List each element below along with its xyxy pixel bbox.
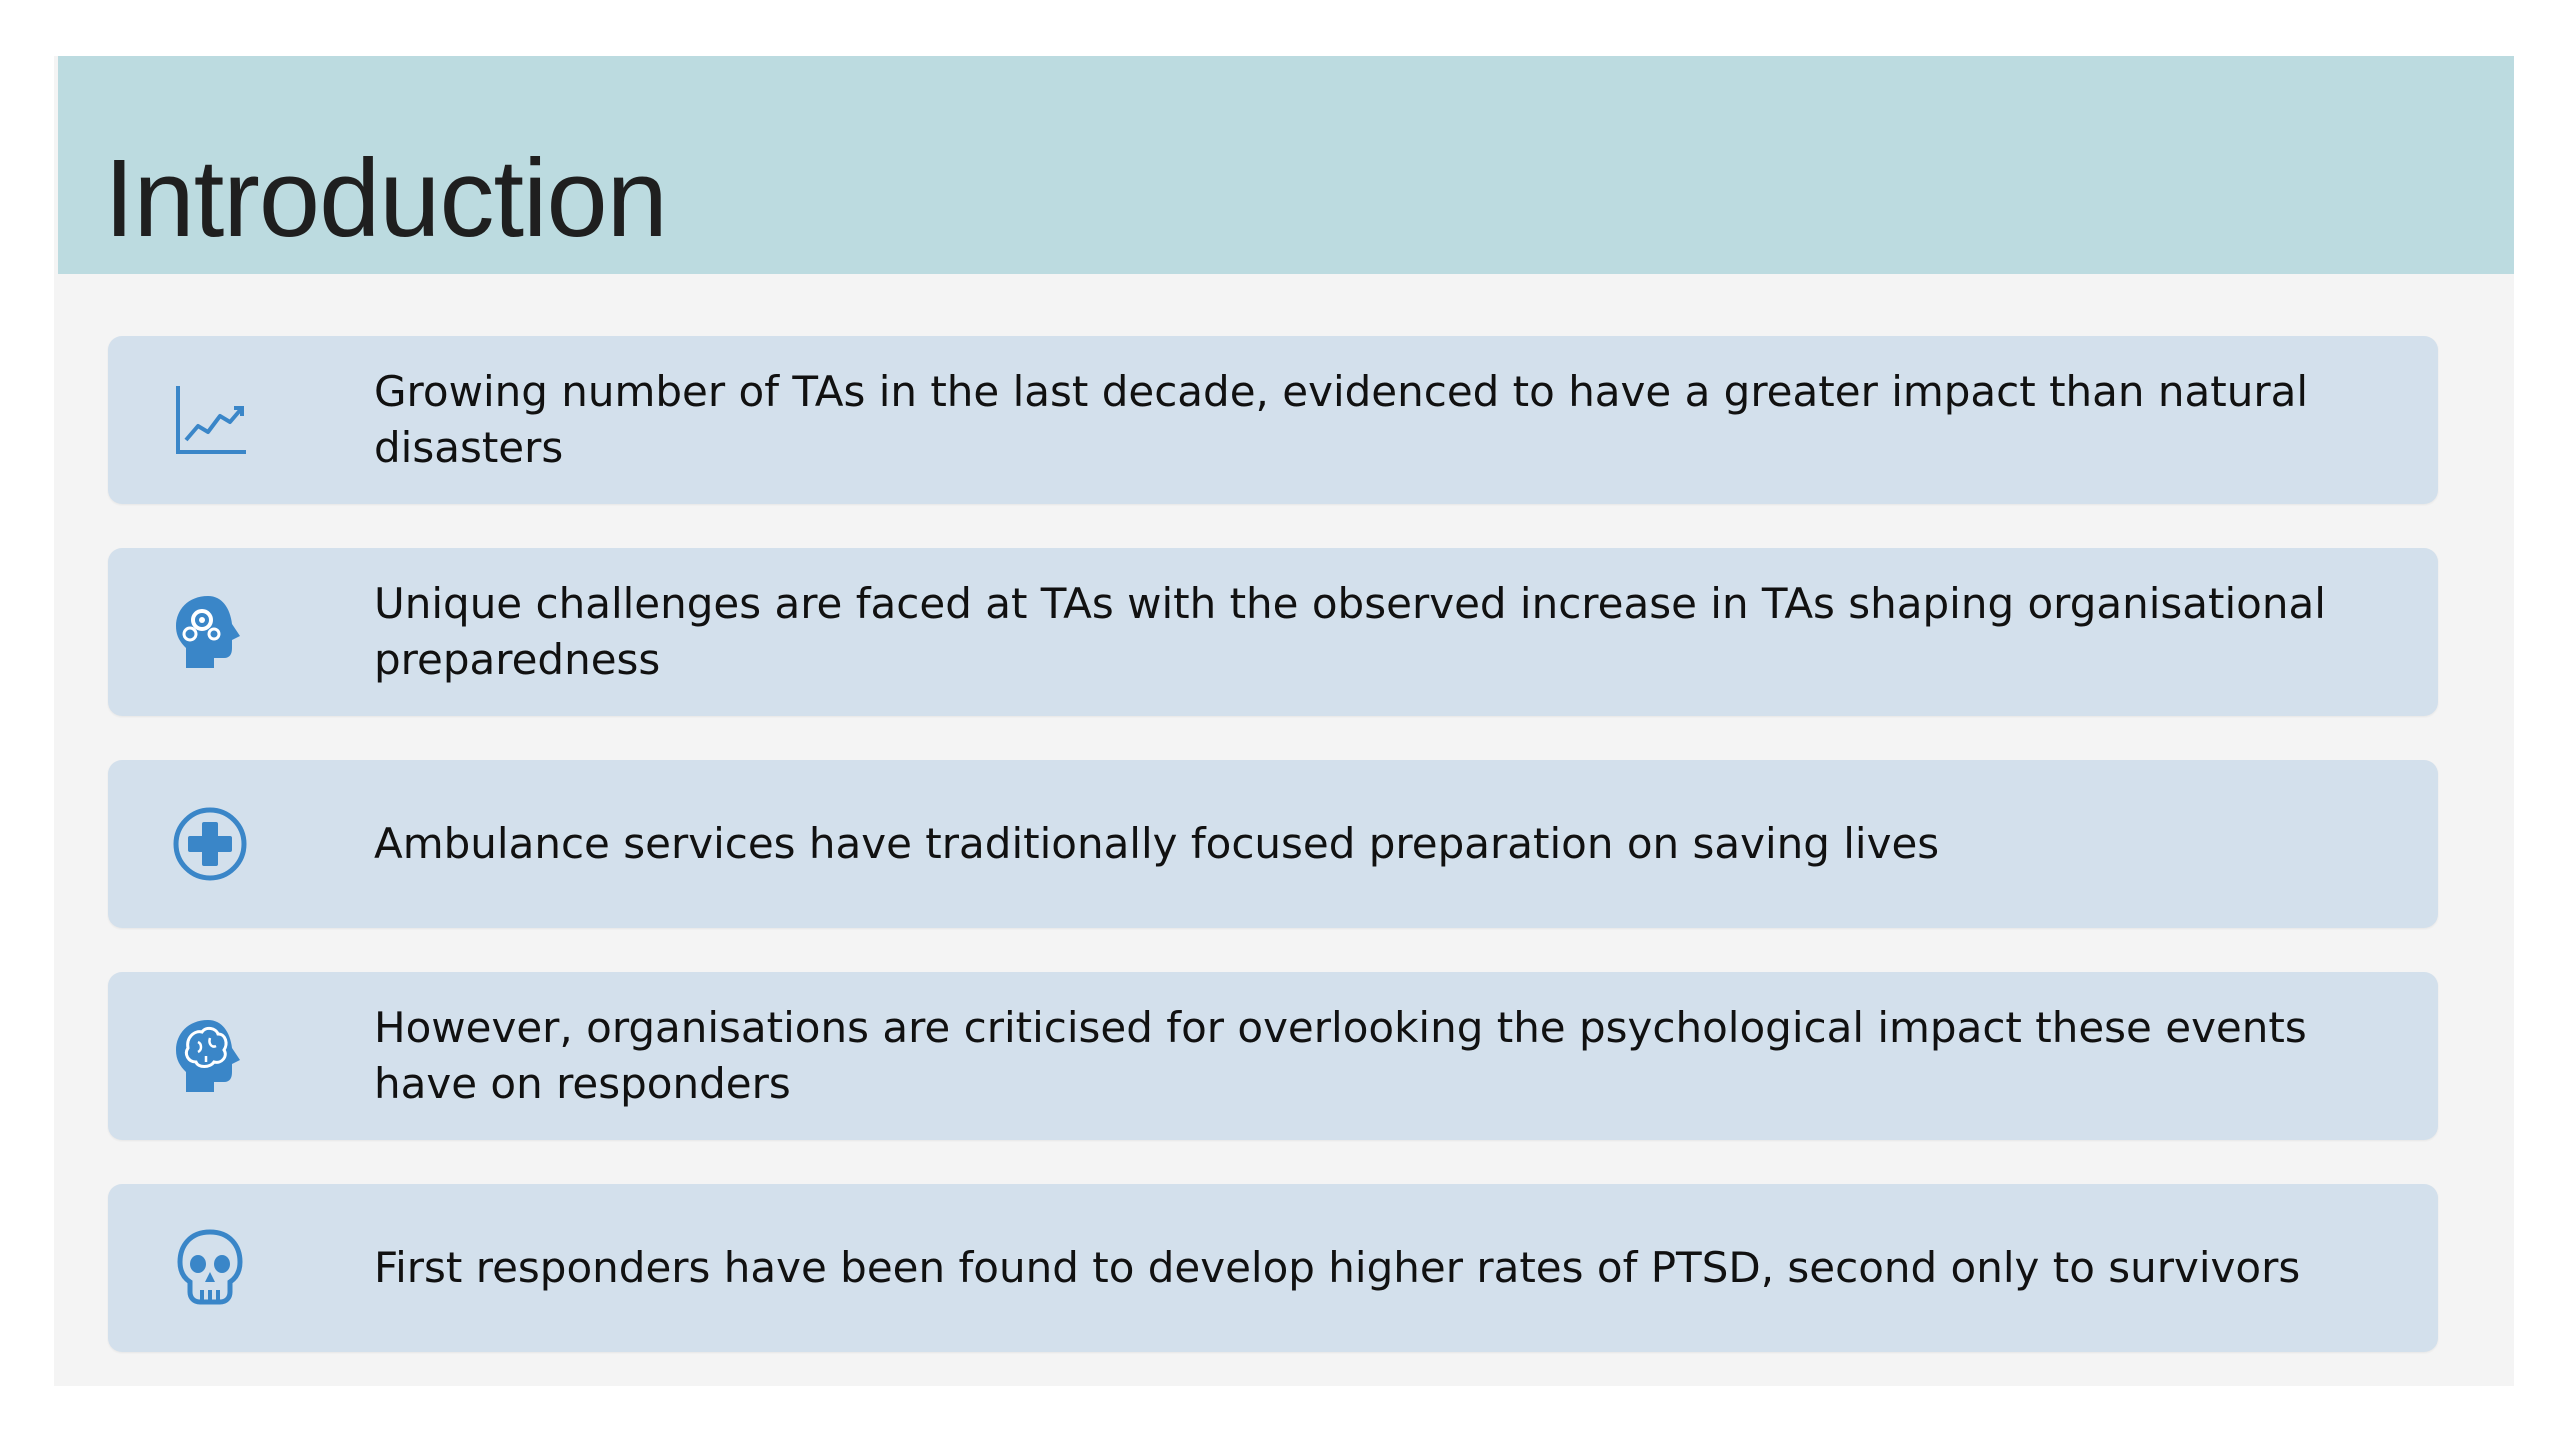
- head-brain-icon: [168, 1014, 252, 1098]
- head-gears-icon: [168, 590, 252, 674]
- skull-icon: [168, 1226, 252, 1310]
- title-bar: Introduction: [58, 56, 2514, 274]
- bullet-text: However, organisations are criticised fo…: [374, 1003, 2307, 1108]
- bullet-text: Growing number of TAs in the last decade…: [374, 367, 2308, 472]
- medical-cross-icon: [168, 802, 252, 886]
- slide-title: Introduction: [104, 137, 668, 260]
- bullet-text: Ambulance services have traditionally fo…: [374, 819, 1940, 868]
- bullet-item-3: Ambulance services have traditionally fo…: [108, 760, 2438, 928]
- slide: Introduction Growing number of TAs in th…: [54, 56, 2514, 1386]
- bullet-item-1: Growing number of TAs in the last decade…: [108, 336, 2438, 504]
- bullet-text: Unique challenges are faced at TAs with …: [374, 579, 2326, 684]
- line-chart-icon: [168, 378, 252, 462]
- bullet-item-4: However, organisations are criticised fo…: [108, 972, 2438, 1140]
- bullet-text: First responders have been found to deve…: [374, 1243, 2301, 1292]
- bullet-item-2: Unique challenges are faced at TAs with …: [108, 548, 2438, 716]
- bullet-item-5: First responders have been found to deve…: [108, 1184, 2438, 1352]
